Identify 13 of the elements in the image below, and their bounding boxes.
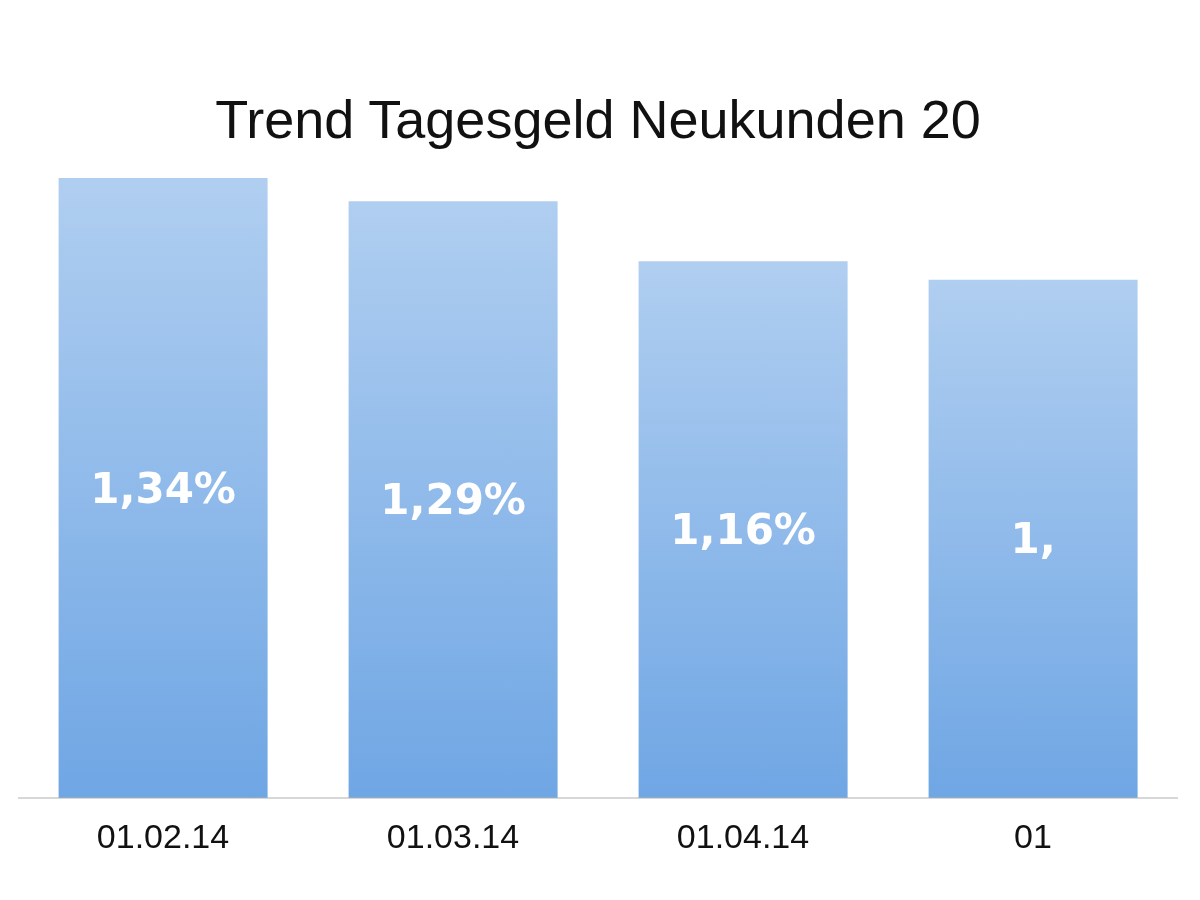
x-tick-label: 01: [1014, 817, 1052, 856]
x-tick-label: 01.04.14: [676, 817, 810, 856]
data-label: 1,29%: [380, 475, 526, 525]
x-tick-label: 01.02.14: [96, 817, 230, 856]
chart-title: Trend Tagesgeld Neukunden 20: [214, 88, 982, 150]
bar: [348, 201, 558, 798]
x-tick-label: 01.03.14: [386, 817, 520, 856]
data-label: 1,16%: [670, 505, 816, 555]
data-label: 1,34%: [90, 463, 236, 513]
bar: [58, 178, 268, 798]
data-label: 1,: [1010, 514, 1056, 564]
bar: [928, 279, 1138, 798]
bar: [638, 261, 848, 798]
